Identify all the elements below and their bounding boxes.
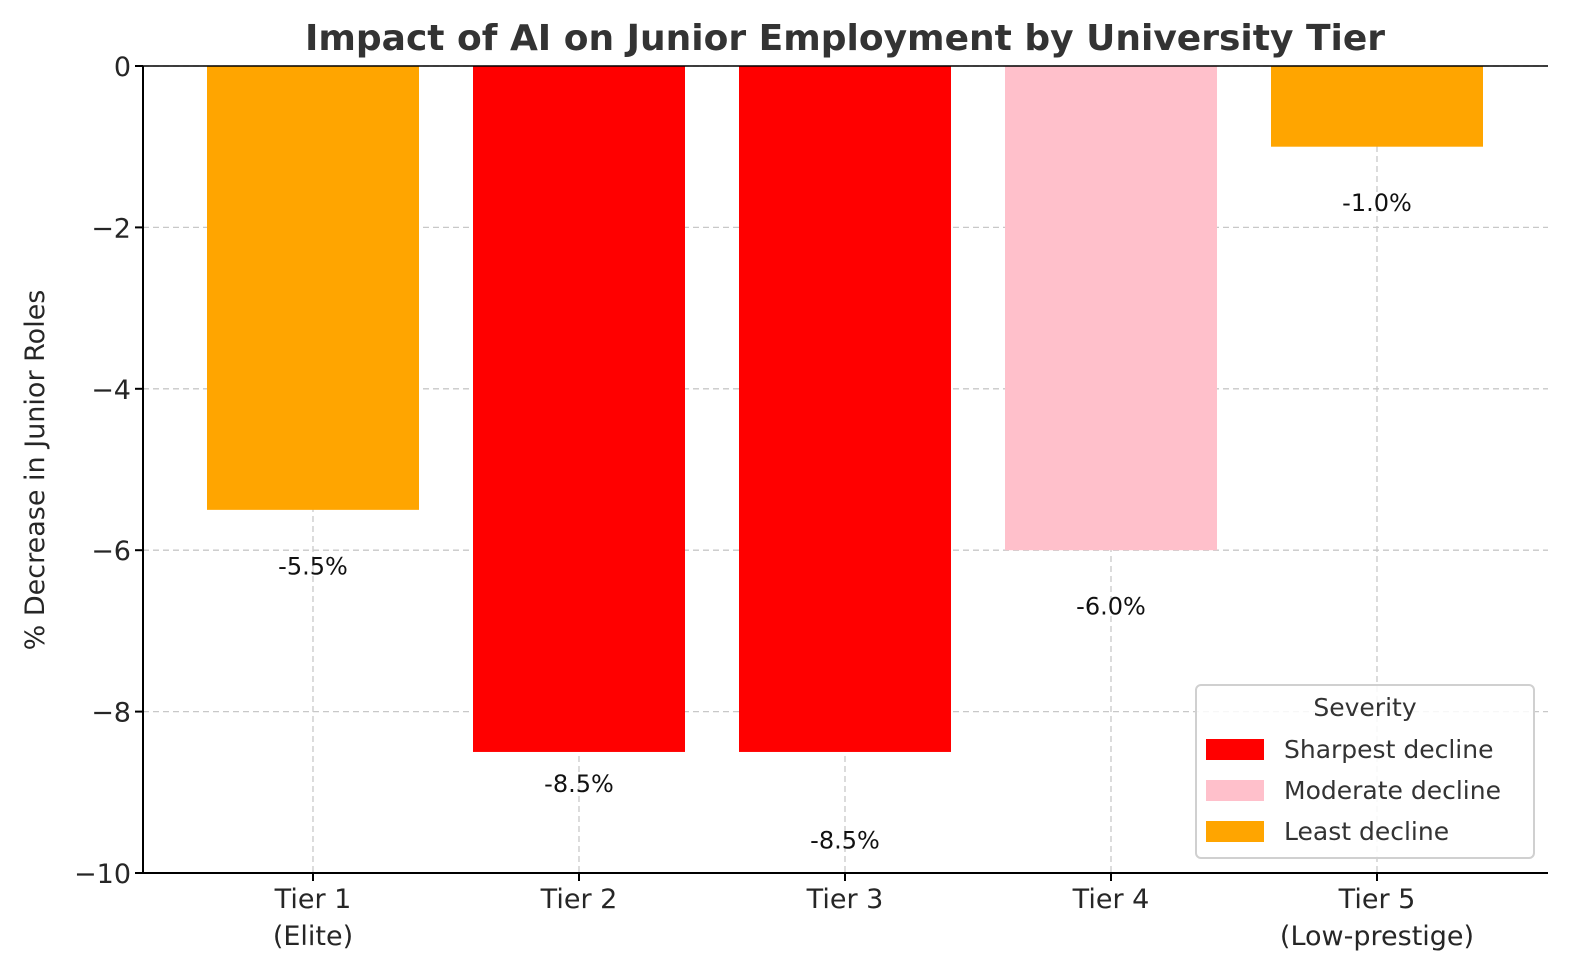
- bar: [1005, 66, 1217, 551]
- y-axis-label: % Decrease in Junior Roles: [20, 290, 51, 651]
- bar: [207, 66, 419, 510]
- x-tick-label: Tier 2: [540, 884, 618, 915]
- legend-swatch: [1206, 739, 1264, 760]
- x-tick-label: (Low-prestige): [1280, 921, 1474, 952]
- y-tick-label: 0: [114, 52, 131, 83]
- legend-label: Sharpest decline: [1284, 735, 1493, 764]
- x-tick-label: (Elite): [273, 921, 353, 952]
- legend: Severity Sharpest decline Moderate declin…: [1195, 684, 1535, 859]
- data-label: -8.5%: [544, 770, 614, 798]
- bar: [473, 66, 685, 752]
- x-tick-label: Tier 5: [1338, 884, 1416, 915]
- legend-box: [1195, 684, 1535, 859]
- legend-label: Least decline: [1284, 817, 1449, 846]
- y-tick-label: −4: [91, 375, 131, 406]
- bar: [739, 66, 951, 752]
- data-label: -5.5%: [278, 552, 348, 580]
- x-tick-label: Tier 1: [274, 884, 352, 915]
- legend-label: Moderate decline: [1284, 776, 1501, 805]
- legend-swatch: [1206, 780, 1264, 801]
- data-label: -8.5%: [810, 827, 880, 855]
- bars: [207, 66, 1483, 752]
- data-label: -6.0%: [1076, 593, 1146, 621]
- y-tick-label: −8: [91, 698, 131, 729]
- x-tick-label: Tier 4: [1072, 884, 1150, 915]
- x-tick-label: Tier 3: [806, 884, 884, 915]
- legend-swatch: [1206, 821, 1264, 842]
- legend-title: Severity: [1313, 693, 1416, 722]
- chart-title: Impact of AI on Junior Employment by Uni…: [305, 18, 1385, 59]
- axes: 0 −2 −4 −6 −8 −10 Tier 1 (Elite) Tier 2 Tier 3 Tie…: [74, 52, 1548, 952]
- data-label: -1.0%: [1342, 189, 1412, 217]
- bar: [1271, 66, 1483, 147]
- y-tick-label: −2: [91, 213, 131, 244]
- y-tick-label: −10: [74, 859, 131, 890]
- y-tick-label: −6: [91, 536, 131, 567]
- data-labels: -5.5% -8.5% -8.5% -6.0% -1.0%: [278, 189, 1412, 855]
